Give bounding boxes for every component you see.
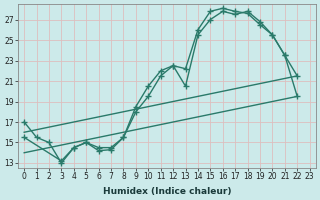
X-axis label: Humidex (Indice chaleur): Humidex (Indice chaleur) [103, 187, 231, 196]
